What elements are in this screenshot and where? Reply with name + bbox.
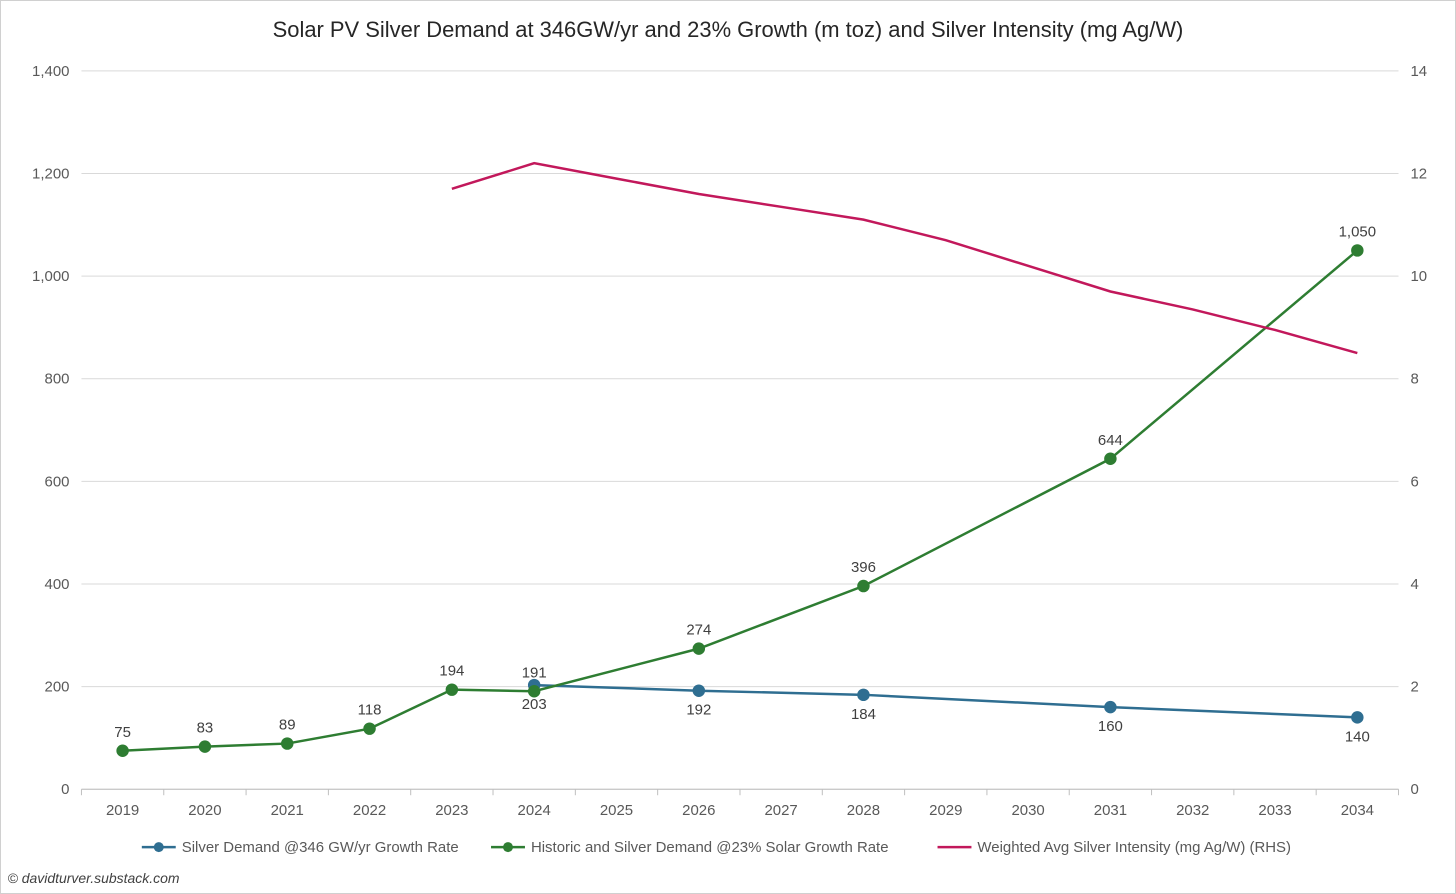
marker-s346 [694,686,704,696]
data-label-s346: 192 [686,702,711,719]
marker-s23 [365,724,375,734]
series-line-intensity [452,163,1357,353]
y-left-tick: 1,000 [32,268,69,285]
data-label-s346: 184 [851,706,876,723]
data-label-s346: 203 [522,696,547,713]
data-label-s23: 118 [358,702,382,719]
y-left-tick: 1,200 [32,165,69,182]
x-category-label: 2024 [518,802,551,819]
x-category-label: 2034 [1341,802,1374,819]
data-label-s23: 89 [279,717,296,734]
y-left-tick: 400 [45,576,70,593]
y-right-tick: 12 [1410,165,1427,182]
data-label-s23: 274 [686,622,711,639]
marker-s23 [694,644,704,654]
x-category-label: 2029 [929,802,962,819]
y-right-tick: 10 [1410,268,1427,285]
y-left-tick: 600 [45,473,70,490]
data-label-s23: 194 [439,663,464,680]
x-category-label: 2031 [1094,802,1127,819]
data-label-s23: 83 [197,720,214,737]
series-line-s346 [534,685,1357,717]
marker-s23 [200,742,210,752]
y-left-tick: 0 [61,781,69,798]
y-right-tick: 0 [1410,781,1418,798]
x-category-label: 2021 [271,802,304,819]
series-line-s23 [123,250,1358,750]
data-label-s23: 644 [1098,432,1123,449]
x-category-label: 2023 [435,802,468,819]
marker-s346 [858,690,868,700]
x-category-label: 2020 [188,802,221,819]
x-category-label: 2019 [106,802,139,819]
marker-s346 [1105,702,1115,712]
y-left-tick: 200 [45,679,70,696]
marker-s23 [118,746,128,756]
data-label-s346: 140 [1345,728,1370,745]
data-label-s23: 1,050 [1339,223,1376,240]
y-left-tick: 1,400 [32,63,69,80]
legend-item: Silver Demand @346 GW/yr Growth Rate [142,839,459,856]
x-category-label: 2033 [1258,802,1291,819]
y-right-tick: 6 [1410,473,1418,490]
x-category-label: 2025 [600,802,633,819]
y-right-tick: 2 [1410,679,1418,696]
data-label-s346: 160 [1098,718,1123,735]
marker-s23 [447,685,457,695]
marker-s23 [529,686,539,696]
chart-container: Solar PV Silver Demand at 346GW/yr and 2… [0,0,1456,894]
x-category-label: 2032 [1176,802,1209,819]
x-category-label: 2026 [682,802,715,819]
data-label-s23: 191 [522,664,547,681]
legend-label: Historic and Silver Demand @23% Solar Gr… [531,839,889,856]
x-category-label: 2030 [1011,802,1044,819]
x-category-label: 2027 [764,802,797,819]
legend-item: Weighted Avg Silver Intensity (mg Ag/W) … [938,839,1292,856]
marker-s346 [1352,712,1362,722]
marker-s23 [1105,454,1115,464]
data-label-s23: 396 [851,559,876,576]
credit-text: © davidturver.substack.com [8,870,180,886]
legend-label: Weighted Avg Silver Intensity (mg Ag/W) … [977,839,1291,856]
y-left-tick: 800 [45,371,70,388]
marker-s23 [282,739,292,749]
chart-svg: Solar PV Silver Demand at 346GW/yr and 2… [1,1,1455,893]
data-label-s23: 75 [114,724,131,741]
marker-s23 [858,581,868,591]
legend-item: Historic and Silver Demand @23% Solar Gr… [491,839,889,856]
x-category-label: 2028 [847,802,880,819]
y-right-tick: 14 [1410,63,1427,80]
legend-label: Silver Demand @346 GW/yr Growth Rate [182,839,459,856]
chart-title: Solar PV Silver Demand at 346GW/yr and 2… [273,17,1184,42]
x-category-label: 2022 [353,802,386,819]
marker-s23 [1352,245,1362,255]
y-right-tick: 8 [1410,371,1418,388]
y-right-tick: 4 [1410,576,1418,593]
